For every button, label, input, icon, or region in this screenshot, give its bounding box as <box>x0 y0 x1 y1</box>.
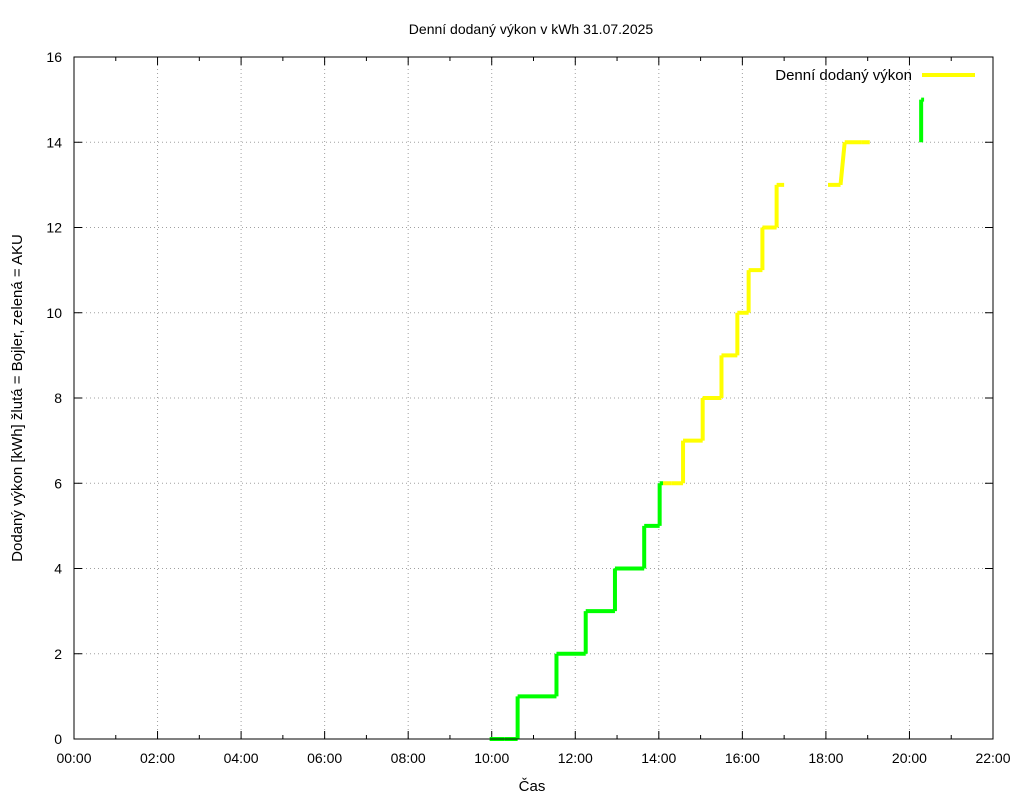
y-tick-label: 16 <box>46 49 62 65</box>
y-tick-label: 12 <box>46 220 62 236</box>
y-tick-label: 6 <box>54 475 62 491</box>
x-tick-label: 14:00 <box>641 750 676 766</box>
x-tick-label: 20:00 <box>892 750 927 766</box>
axis-ticks <box>73 56 994 740</box>
x-tick-label: 16:00 <box>725 750 760 766</box>
x-tick-label: 08:00 <box>391 750 426 766</box>
y-tick-label: 10 <box>46 305 62 321</box>
y-tick-label: 0 <box>54 731 62 747</box>
y-tick-label: 2 <box>54 646 62 662</box>
x-tick-label: 00:00 <box>56 750 91 766</box>
y-axis-label: Dodaný výkon [kWh] žlutá = Bojler, zelen… <box>9 234 26 562</box>
x-tick-label: 18:00 <box>808 750 843 766</box>
y-tick-label: 8 <box>54 390 62 406</box>
x-tick-label: 12:00 <box>558 750 593 766</box>
x-tick-label: 22:00 <box>975 750 1010 766</box>
x-tick-label: 10:00 <box>474 750 509 766</box>
grid <box>74 57 993 739</box>
x-tick-label: 04:00 <box>224 750 259 766</box>
x-tick-label: 02:00 <box>140 750 175 766</box>
data-series <box>489 97 925 741</box>
series-segment <box>838 142 847 186</box>
x-axis-label: Čas <box>519 778 546 795</box>
legend-label: Denní dodaný výkon <box>775 67 912 84</box>
axis-tick-labels: 00:00 02:00 04:00 06:00 08:00 10:00 12:00 14:00… <box>46 49 1010 766</box>
chart-title: Denní dodaný výkon v kWh 31.07.2025 <box>409 21 654 37</box>
plot-frame <box>73 56 994 740</box>
y-tick-label: 4 <box>54 561 62 577</box>
x-tick-label: 06:00 <box>307 750 342 766</box>
legend: Denní dodaný výkon <box>775 67 975 84</box>
y-tick-label: 14 <box>46 134 62 150</box>
